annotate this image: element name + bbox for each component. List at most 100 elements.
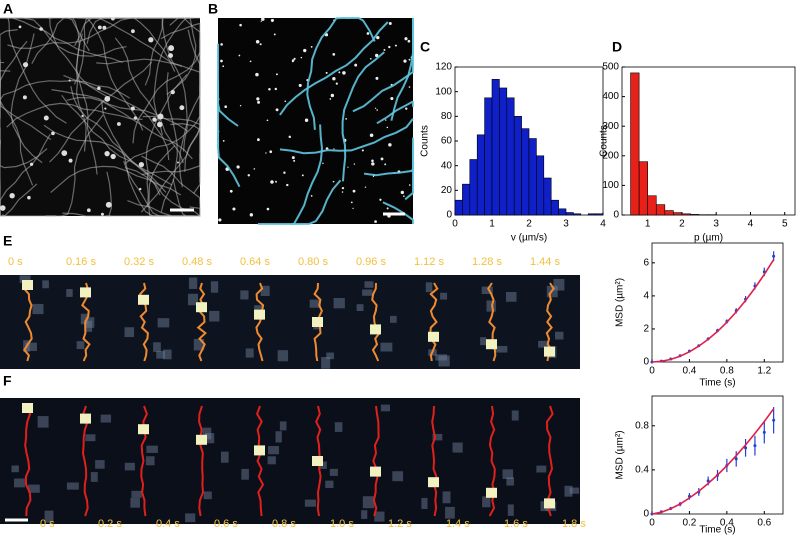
speck [376,109,378,111]
speck [257,138,260,142]
y-axis-label: MSD (µm²) [615,278,626,327]
y-tick-label: 120 [435,62,452,73]
y-axis-label: Counts [599,125,610,157]
fiber [352,18,414,113]
fiber [31,17,120,64]
bar [543,177,552,216]
blob [277,350,289,362]
speck [224,105,227,109]
fiber [217,130,220,149]
blob [442,491,451,504]
fiber [123,160,185,217]
speck [270,180,274,184]
fiber [114,37,184,164]
blob [374,511,385,522]
fiber [306,17,351,130]
speck [170,90,175,95]
speck [97,86,101,91]
particle [370,324,381,335]
speck [375,53,379,58]
speck [388,143,392,147]
bar [655,204,666,216]
speck [268,87,271,91]
blob [130,497,140,508]
blob [145,456,155,466]
blob [162,349,172,360]
blob [220,451,229,463]
blob [131,490,142,498]
blob [356,304,364,311]
speck [168,45,175,52]
blob [188,277,198,289]
blob [28,484,40,493]
blob [90,472,98,482]
panel-label: D [612,39,622,55]
speck [61,150,68,156]
speck [238,54,241,57]
trajectory [545,405,554,517]
blob [440,292,448,300]
fiber [0,127,48,169]
blob [100,414,112,423]
speck [329,98,332,100]
speck [130,106,135,111]
trajectory [22,282,33,362]
blob [486,300,496,312]
fiber [0,183,38,217]
bar [462,183,471,216]
speck [341,186,345,190]
y-tick-label: 0 [643,357,649,368]
blob [309,299,321,308]
bar [536,155,545,216]
blob [11,465,19,473]
speck [255,40,260,44]
speck [255,72,259,77]
blob [146,445,158,453]
blob [569,487,580,494]
blob [153,342,161,352]
y-tick-label: 6 [643,257,649,268]
blob [44,510,54,523]
blob [481,286,493,295]
particle [196,434,207,445]
blob [19,275,31,283]
trajectory [255,405,265,517]
bar [673,212,683,216]
x-tick-label: 0 [649,366,655,377]
fiber [178,53,201,188]
blob [435,354,448,361]
blob [482,496,491,508]
speck [168,53,173,59]
speck [97,25,102,30]
speck [385,119,387,121]
speck [239,23,242,27]
trajectory [429,282,439,362]
blob [362,496,375,509]
speck [148,37,154,43]
panel-label: A [3,1,13,17]
speck [341,191,344,193]
blob [185,513,196,523]
particle [370,466,381,477]
fit-line [651,259,775,363]
particle [138,294,149,305]
blob [480,337,487,346]
x-tick-label: 3 [563,219,569,230]
y-tick-label: 0.4 [635,465,649,476]
speck [86,208,91,213]
particle [486,339,497,350]
speck [390,96,394,101]
speck [394,44,397,47]
speck [372,175,375,178]
time-label: 0.6 s [214,518,238,530]
bar [587,213,596,216]
fit-line [651,408,775,515]
speck [332,180,335,183]
blob [210,281,219,293]
speck [284,100,287,103]
speck [138,161,145,168]
x-axis-label: Time (s) [699,525,735,536]
speck [386,126,389,129]
speck [291,156,295,160]
speck [354,63,358,67]
